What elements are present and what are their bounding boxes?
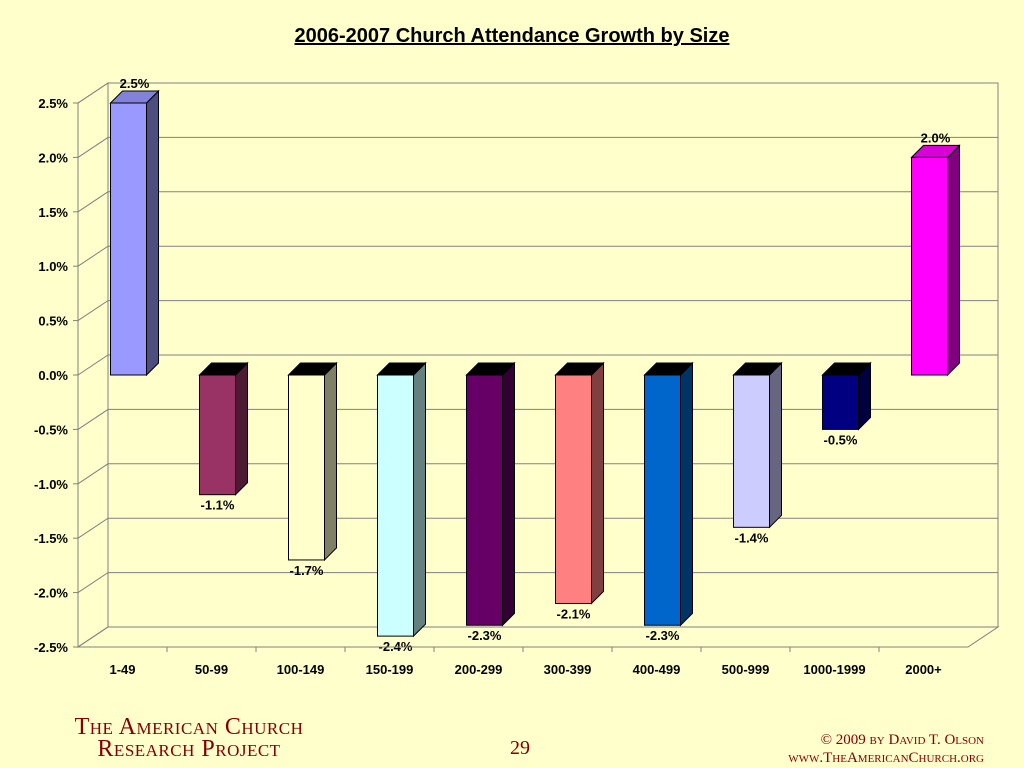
data-label: -0.5%: [824, 432, 858, 447]
data-label: -2.3%: [646, 628, 680, 643]
bar: [644, 374, 681, 626]
bar: [911, 156, 948, 376]
gridline: [77, 82, 998, 104]
gridline: [77, 463, 998, 485]
gridline: [77, 517, 998, 539]
y-tick-label: 2.5%: [38, 96, 68, 111]
copyright-text: © 2009 by David T. Olson: [820, 732, 984, 748]
website-text: www.TheAmericanChurch.org: [788, 750, 984, 766]
y-tick-label: -1.5%: [34, 531, 68, 546]
bar-2000+: [910, 144, 961, 377]
x-tick-label: 1000-1999: [803, 662, 865, 677]
y-tick-label: 0.5%: [38, 314, 68, 329]
data-label: -1.7%: [290, 563, 324, 578]
bar: [466, 374, 503, 626]
organization-name: The American Church Research Project: [30, 714, 348, 762]
page-number: 29: [510, 737, 530, 759]
x-tick-label: 2000+: [905, 662, 942, 677]
y-tick-label: -1.0%: [34, 477, 68, 492]
gridline: [77, 300, 998, 322]
bar: [288, 374, 325, 561]
y-tick-label: 0.0%: [38, 368, 68, 383]
bar-side: [146, 89, 159, 377]
data-label: 2.5%: [120, 76, 150, 91]
bar: [199, 374, 236, 496]
x-tick-label: 150-199: [366, 662, 414, 677]
x-tick-label: 50-99: [195, 662, 228, 677]
y-axis: 2.5% 2.0% 1.5% 1.0% 0.5% 0.0% -0.5% -1.0% -1.5% -…: [34, 96, 79, 655]
bar-side: [413, 361, 426, 638]
bars: [109, 89, 961, 638]
data-label: 2.0%: [921, 130, 951, 145]
bar-side: [769, 361, 782, 529]
bar: [377, 374, 414, 637]
bar: [822, 374, 859, 430]
bar-side: [235, 361, 248, 496]
org-line-1: The American Church: [74, 714, 304, 740]
x-tick-label: 400-499: [633, 662, 681, 677]
bar-side: [324, 361, 337, 562]
gridline: [77, 191, 998, 213]
y-tick-label: 1.5%: [38, 205, 68, 220]
x-tick-label: 500-999: [722, 662, 770, 677]
x-tick-label: 200-299: [455, 662, 503, 677]
x-tick-label: 100-149: [277, 662, 325, 677]
gridline: [77, 572, 998, 594]
bar-50-99: [198, 361, 249, 496]
bar-400-499: [643, 361, 694, 627]
bar-side: [947, 144, 960, 377]
y-tick-label: -2.5%: [34, 640, 68, 655]
data-label: -2.3%: [468, 628, 502, 643]
bar-side: [680, 361, 693, 627]
bar-side: [502, 361, 515, 627]
x-axis: 1-49 50-99 100-149 150-199 200-299 300-399 400…: [78, 646, 968, 677]
gridline: [77, 136, 998, 158]
data-label: -1.1%: [201, 498, 235, 513]
bar-1-49: [109, 89, 160, 377]
data-label: -1.4%: [735, 530, 769, 545]
x-tick-label: 300-399: [544, 662, 592, 677]
bar-500-999: [732, 361, 783, 529]
bar-1000-1999: [821, 361, 872, 431]
bar: [555, 374, 592, 604]
gridline: [77, 354, 998, 376]
gridline: [77, 626, 998, 648]
bar-300-399: [554, 361, 605, 605]
data-labels: 2.5%-1.1%-1.7%-2.4%-2.3%-2.1%-2.3%-1.4%-…: [120, 76, 951, 654]
bar-150-199: [376, 361, 427, 638]
org-line-2: Research Project: [97, 736, 281, 762]
copyright-block: © 2009 by David T. Olson www.TheAmerican…: [684, 731, 984, 767]
y-tick-label: -0.5%: [34, 422, 68, 437]
bar-200-299: [465, 361, 516, 627]
gridlines: [77, 82, 998, 648]
bar: [110, 102, 147, 376]
y-tick-label: -2.0%: [34, 586, 68, 601]
bar: [733, 374, 770, 528]
y-tick-label: 2.0%: [38, 150, 68, 165]
data-label: -2.1%: [557, 606, 591, 621]
chart-title: 2006-2007 Church Attendance Growth by Si…: [294, 25, 730, 47]
gridline: [77, 245, 998, 267]
y-tick-label: 1.0%: [38, 259, 68, 274]
bar-100-149: [287, 361, 338, 562]
x-tick-label: 1-49: [109, 662, 135, 677]
plot-floor: [76, 626, 1000, 648]
bar-side: [591, 361, 604, 605]
gridline: [77, 408, 998, 430]
